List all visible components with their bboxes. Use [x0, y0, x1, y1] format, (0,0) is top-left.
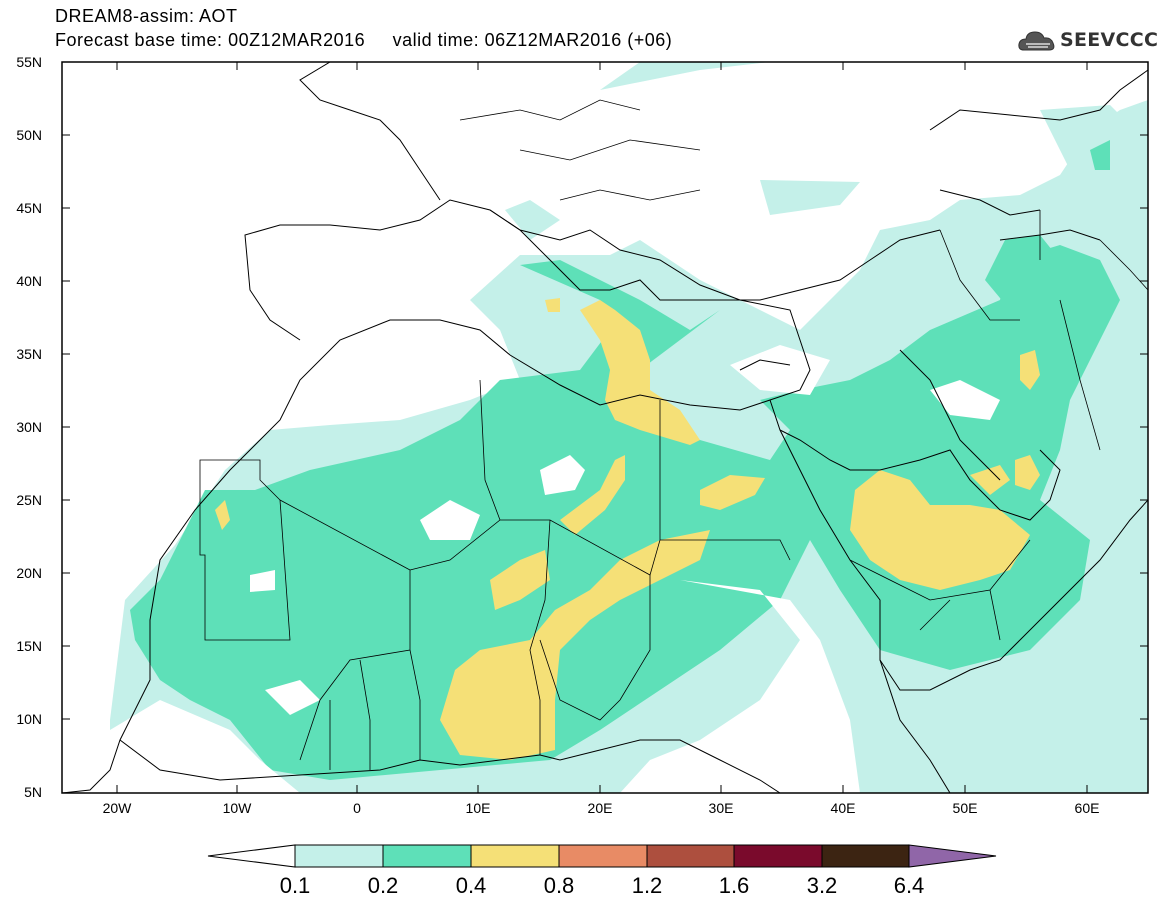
map-title: DREAM8-assim: AOT — [55, 6, 238, 26]
lon-label: 10E — [465, 800, 491, 816]
colorbar-label: 1.2 — [631, 873, 663, 898]
coastlines — [62, 62, 1148, 793]
colorbar-high-end — [908, 844, 997, 868]
aot-field — [110, 62, 1148, 793]
lat-label: 40N — [16, 273, 42, 289]
colorbar-label: 3.2 — [806, 873, 838, 898]
lat-label: 10N — [16, 711, 42, 727]
lon-label: 20E — [587, 800, 613, 816]
colorbar-segment — [382, 844, 472, 868]
colorbar-segment — [294, 844, 384, 868]
lon-label: 40E — [830, 800, 856, 816]
lon-label: 0 — [353, 800, 361, 816]
lat-label: 15N — [16, 638, 42, 654]
colorbar-label: 0.1 — [279, 873, 311, 898]
lon-label: 30E — [708, 800, 734, 816]
axis-ticks — [62, 61, 1148, 793]
lon-label: 50E — [952, 800, 978, 816]
borders — [199, 99, 1148, 770]
colorbar-label: 1.6 — [718, 873, 750, 898]
colorbar-segment — [646, 844, 735, 868]
cloud-icon — [1018, 31, 1055, 51]
colorbar-segment — [821, 844, 910, 868]
lat-label: 30N — [16, 419, 42, 435]
lat-label: 20N — [16, 565, 42, 581]
aot-clear-areas — [110, 345, 1000, 793]
forecast-time-line: Forecast base time: 00Z12MAR2016 valid t… — [55, 30, 673, 50]
colorbar-segment — [558, 844, 648, 868]
lat-label: 25N — [16, 492, 42, 508]
colorbar-label: 0.2 — [367, 873, 399, 898]
lat-label: 35N — [16, 346, 42, 362]
lon-label: 20W — [102, 800, 132, 816]
colorbar-label: 0.4 — [455, 873, 487, 898]
colorbar-label: 0.8 — [543, 873, 575, 898]
lat-label: 55N — [16, 54, 42, 70]
colorbar — [207, 844, 997, 868]
aot-level-0-4 — [215, 298, 1040, 760]
colorbar-segment — [470, 844, 560, 868]
colorbar-low-end — [207, 844, 296, 868]
aot-level-0-2 — [130, 140, 1120, 780]
lat-label: 45N — [16, 200, 42, 216]
logo-text: SEEVCCC — [1060, 29, 1159, 51]
colorbar-segment — [733, 844, 823, 868]
lat-label: 50N — [16, 127, 42, 143]
lon-label: 10W — [222, 800, 252, 816]
colorbar-label: 6.4 — [893, 873, 925, 898]
lon-label: 60E — [1074, 800, 1100, 816]
lat-label: 5N — [24, 784, 42, 800]
